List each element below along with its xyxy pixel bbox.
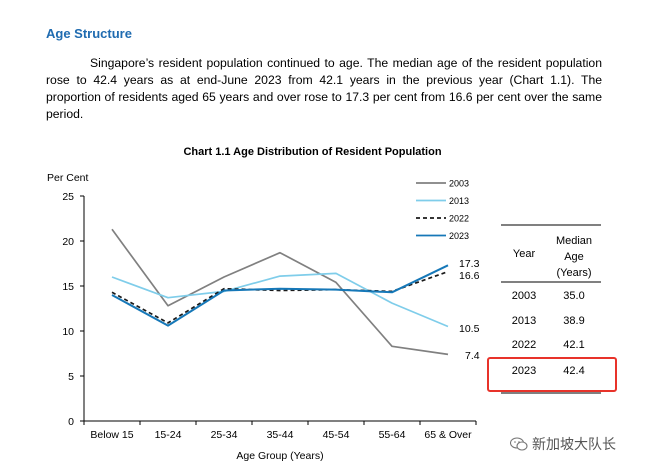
y-tick-label: 5 xyxy=(68,371,74,383)
y-tick-label: 20 xyxy=(62,236,74,248)
chart-title: Chart 1.1 Age Distribution of Resident P… xyxy=(183,146,442,158)
header-median-age: Median Age (Years) xyxy=(547,233,601,281)
legend-label-2013: 2013 xyxy=(449,196,469,206)
row-age: 42.1 xyxy=(563,339,585,351)
y-tick-label: 25 xyxy=(62,191,74,203)
end-label-2023: 17.3 xyxy=(459,258,480,270)
header-median-line2: Age xyxy=(564,251,584,263)
x-tick-label: 55-64 xyxy=(379,429,406,441)
row-year: 2022 xyxy=(511,339,537,351)
header-year: Year xyxy=(512,248,536,260)
series-line-2013 xyxy=(111,272,449,328)
x-tick-label: 25-34 xyxy=(211,429,238,441)
watermark-text: 新加坡大队长 xyxy=(532,436,616,452)
y-tick-label: 10 xyxy=(62,326,74,338)
legend-label-2023: 2023 xyxy=(449,231,469,241)
body-paragraph: Singapore’s resident population continue… xyxy=(46,56,602,121)
x-tick-label: 15-24 xyxy=(155,429,182,441)
legend-label-2003: 2003 xyxy=(449,179,469,189)
end-label-2022: 16.6 xyxy=(459,270,480,282)
chart-series-lines xyxy=(111,228,449,356)
table-header-row: Year Median Age (Years) xyxy=(501,230,601,280)
series-line-2003 xyxy=(111,228,449,356)
table-rules xyxy=(501,224,601,394)
section-title: Age Structure xyxy=(46,26,132,41)
chart-axes: Per Cent 0 5 10 15 20 25 Below 15 15-24 25-34 35-4… xyxy=(47,172,477,462)
row-age: 35.0 xyxy=(563,290,585,302)
row-year: 2013 xyxy=(511,315,537,327)
x-tick-label: 35-44 xyxy=(267,429,294,441)
row-year: 2003 xyxy=(511,290,537,302)
x-tick-label: Below 15 xyxy=(90,429,133,441)
row-age: 42.4 xyxy=(563,365,585,377)
row-year: 2023 xyxy=(511,365,537,377)
x-tick-label: 65 & Over xyxy=(424,429,472,441)
x-tick-label: 45-54 xyxy=(323,429,350,441)
chart-end-labels: 7.4 10.5 16.617.3 xyxy=(459,258,480,362)
end-label-2013: 10.5 xyxy=(459,323,480,335)
y-tick-label: 15 xyxy=(62,281,74,293)
series-line-2023 xyxy=(111,264,449,327)
wechat-icon xyxy=(510,437,528,451)
chart-legend: 2003 2013 2022 2023 xyxy=(416,179,469,241)
header-median-line3: (Years) xyxy=(556,267,592,279)
legend-label-2022: 2022 xyxy=(449,214,469,224)
highlight-box-2023 xyxy=(487,357,617,392)
y-axis-label: Per Cent xyxy=(47,172,89,184)
y-tick-label: 0 xyxy=(68,416,74,428)
end-label-2003: 7.4 xyxy=(465,350,480,362)
header-median-line1: Median xyxy=(555,235,593,247)
row-age: 38.9 xyxy=(563,315,585,327)
watermark: 新加坡大队长 xyxy=(510,434,616,454)
x-axis-label: Age Group (Years) xyxy=(236,450,323,462)
